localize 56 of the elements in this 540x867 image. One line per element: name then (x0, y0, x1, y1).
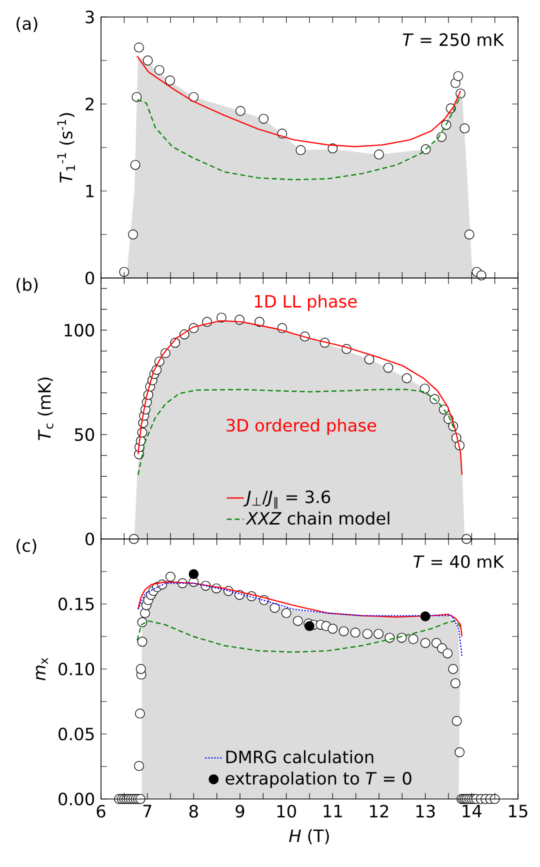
point (236, 106, 246, 116)
y-tick-label: 0.10 (58, 662, 94, 676)
point (296, 145, 306, 156)
point (460, 123, 470, 134)
y-tick-label: 0.15 (58, 598, 94, 610)
y-axis-title: m$_{x}$ (36, 658, 48, 680)
annotation: 1D LL phase (254, 294, 357, 311)
y-tick-label: 50 (74, 428, 94, 441)
chart-title: (c) (16, 538, 36, 554)
point (130, 160, 140, 170)
y-axis-title: T$_{1}$$^{-1}$ (s$^{-1}$) (57, 113, 75, 183)
y-tick-label: 3 (86, 10, 94, 24)
legend-label: XXZ chain model (246, 512, 390, 525)
y-tick-label: 0 (85, 532, 94, 546)
annotation: 3D ordered phase (226, 418, 376, 435)
y-tick-label: 100 (64, 324, 94, 337)
point (420, 611, 430, 622)
point (128, 230, 138, 240)
point (132, 92, 142, 102)
point (430, 394, 440, 404)
point (383, 362, 394, 373)
x-tick-label: 11 (324, 804, 342, 818)
legend-label: extrapolation to T = 0 (226, 772, 412, 788)
x-tick-label: 14 (462, 804, 482, 818)
y-tick-label: 1 (86, 184, 94, 198)
point (142, 56, 153, 66)
point (258, 114, 269, 124)
x-tick-label: 12 (370, 804, 388, 818)
annotation: T = 250 mK (402, 33, 504, 46)
y-tick-label: 0.00 (58, 792, 94, 806)
y-tick-label: 0 (85, 272, 94, 284)
point (402, 373, 412, 384)
x-tick-label: 10 (277, 804, 296, 818)
chart-title: (a) (16, 16, 38, 32)
x-tick-label: 7 (143, 804, 152, 818)
point (464, 230, 474, 240)
point (364, 354, 374, 364)
x-tick-label: 13 (416, 804, 435, 818)
point (165, 76, 175, 86)
y-tick-label: 2 (86, 98, 94, 110)
x-tick-label: 9 (236, 804, 244, 818)
point (436, 132, 446, 142)
legend-label: DMRG calculation (226, 750, 374, 764)
x-tick-label: 8 (189, 804, 198, 818)
x-tick-label: 6 (96, 804, 106, 818)
point (154, 65, 164, 76)
y-tick-label: 0.05 (58, 728, 94, 740)
chart-title: (b) (16, 278, 38, 293)
x-axis-title: H (T) (289, 829, 329, 844)
x-tick-label: 15 (509, 804, 528, 818)
point (188, 569, 199, 580)
annotation: T = 40 mK (414, 555, 504, 568)
y-axis-title: T$_{c}$ (mK) (38, 378, 54, 440)
point (420, 384, 430, 394)
point (304, 621, 314, 632)
point (374, 150, 384, 160)
